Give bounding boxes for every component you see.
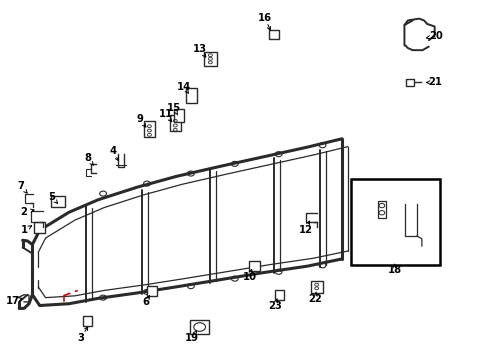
Text: 11: 11 — [158, 109, 172, 119]
Text: 1: 1 — [20, 225, 28, 235]
Text: 9: 9 — [136, 114, 143, 124]
Bar — [173, 109, 183, 122]
Text: 20: 20 — [428, 31, 442, 41]
Text: 21: 21 — [428, 77, 442, 87]
Text: 23: 23 — [267, 301, 281, 311]
Text: 6: 6 — [142, 297, 149, 307]
Bar — [377, 201, 385, 218]
Bar — [350, 179, 439, 265]
Bar — [406, 78, 413, 86]
Text: 2: 2 — [20, 207, 27, 217]
Bar — [51, 196, 65, 207]
Bar — [274, 290, 284, 300]
Bar — [190, 320, 208, 334]
Text: 10: 10 — [242, 272, 256, 282]
Text: 3: 3 — [78, 333, 84, 343]
Text: 22: 22 — [308, 294, 322, 304]
Bar — [144, 121, 155, 137]
Bar — [186, 88, 197, 103]
Text: 15: 15 — [166, 103, 181, 113]
Bar — [203, 52, 217, 66]
Bar — [34, 222, 45, 233]
Text: 18: 18 — [387, 265, 401, 275]
Text: 5: 5 — [48, 192, 55, 202]
Bar — [169, 115, 180, 131]
Bar — [248, 261, 259, 271]
Text: 12: 12 — [298, 225, 312, 235]
Bar — [82, 316, 92, 325]
Text: 8: 8 — [84, 153, 91, 163]
Text: 17: 17 — [6, 296, 20, 306]
Bar — [147, 286, 157, 296]
Bar — [268, 30, 278, 39]
Text: 14: 14 — [176, 82, 190, 92]
Text: 16: 16 — [257, 13, 271, 23]
Text: 19: 19 — [184, 333, 199, 343]
Text: 4: 4 — [109, 146, 116, 156]
Bar — [310, 281, 322, 293]
Text: 13: 13 — [192, 44, 206, 54]
Text: 7: 7 — [18, 181, 24, 192]
